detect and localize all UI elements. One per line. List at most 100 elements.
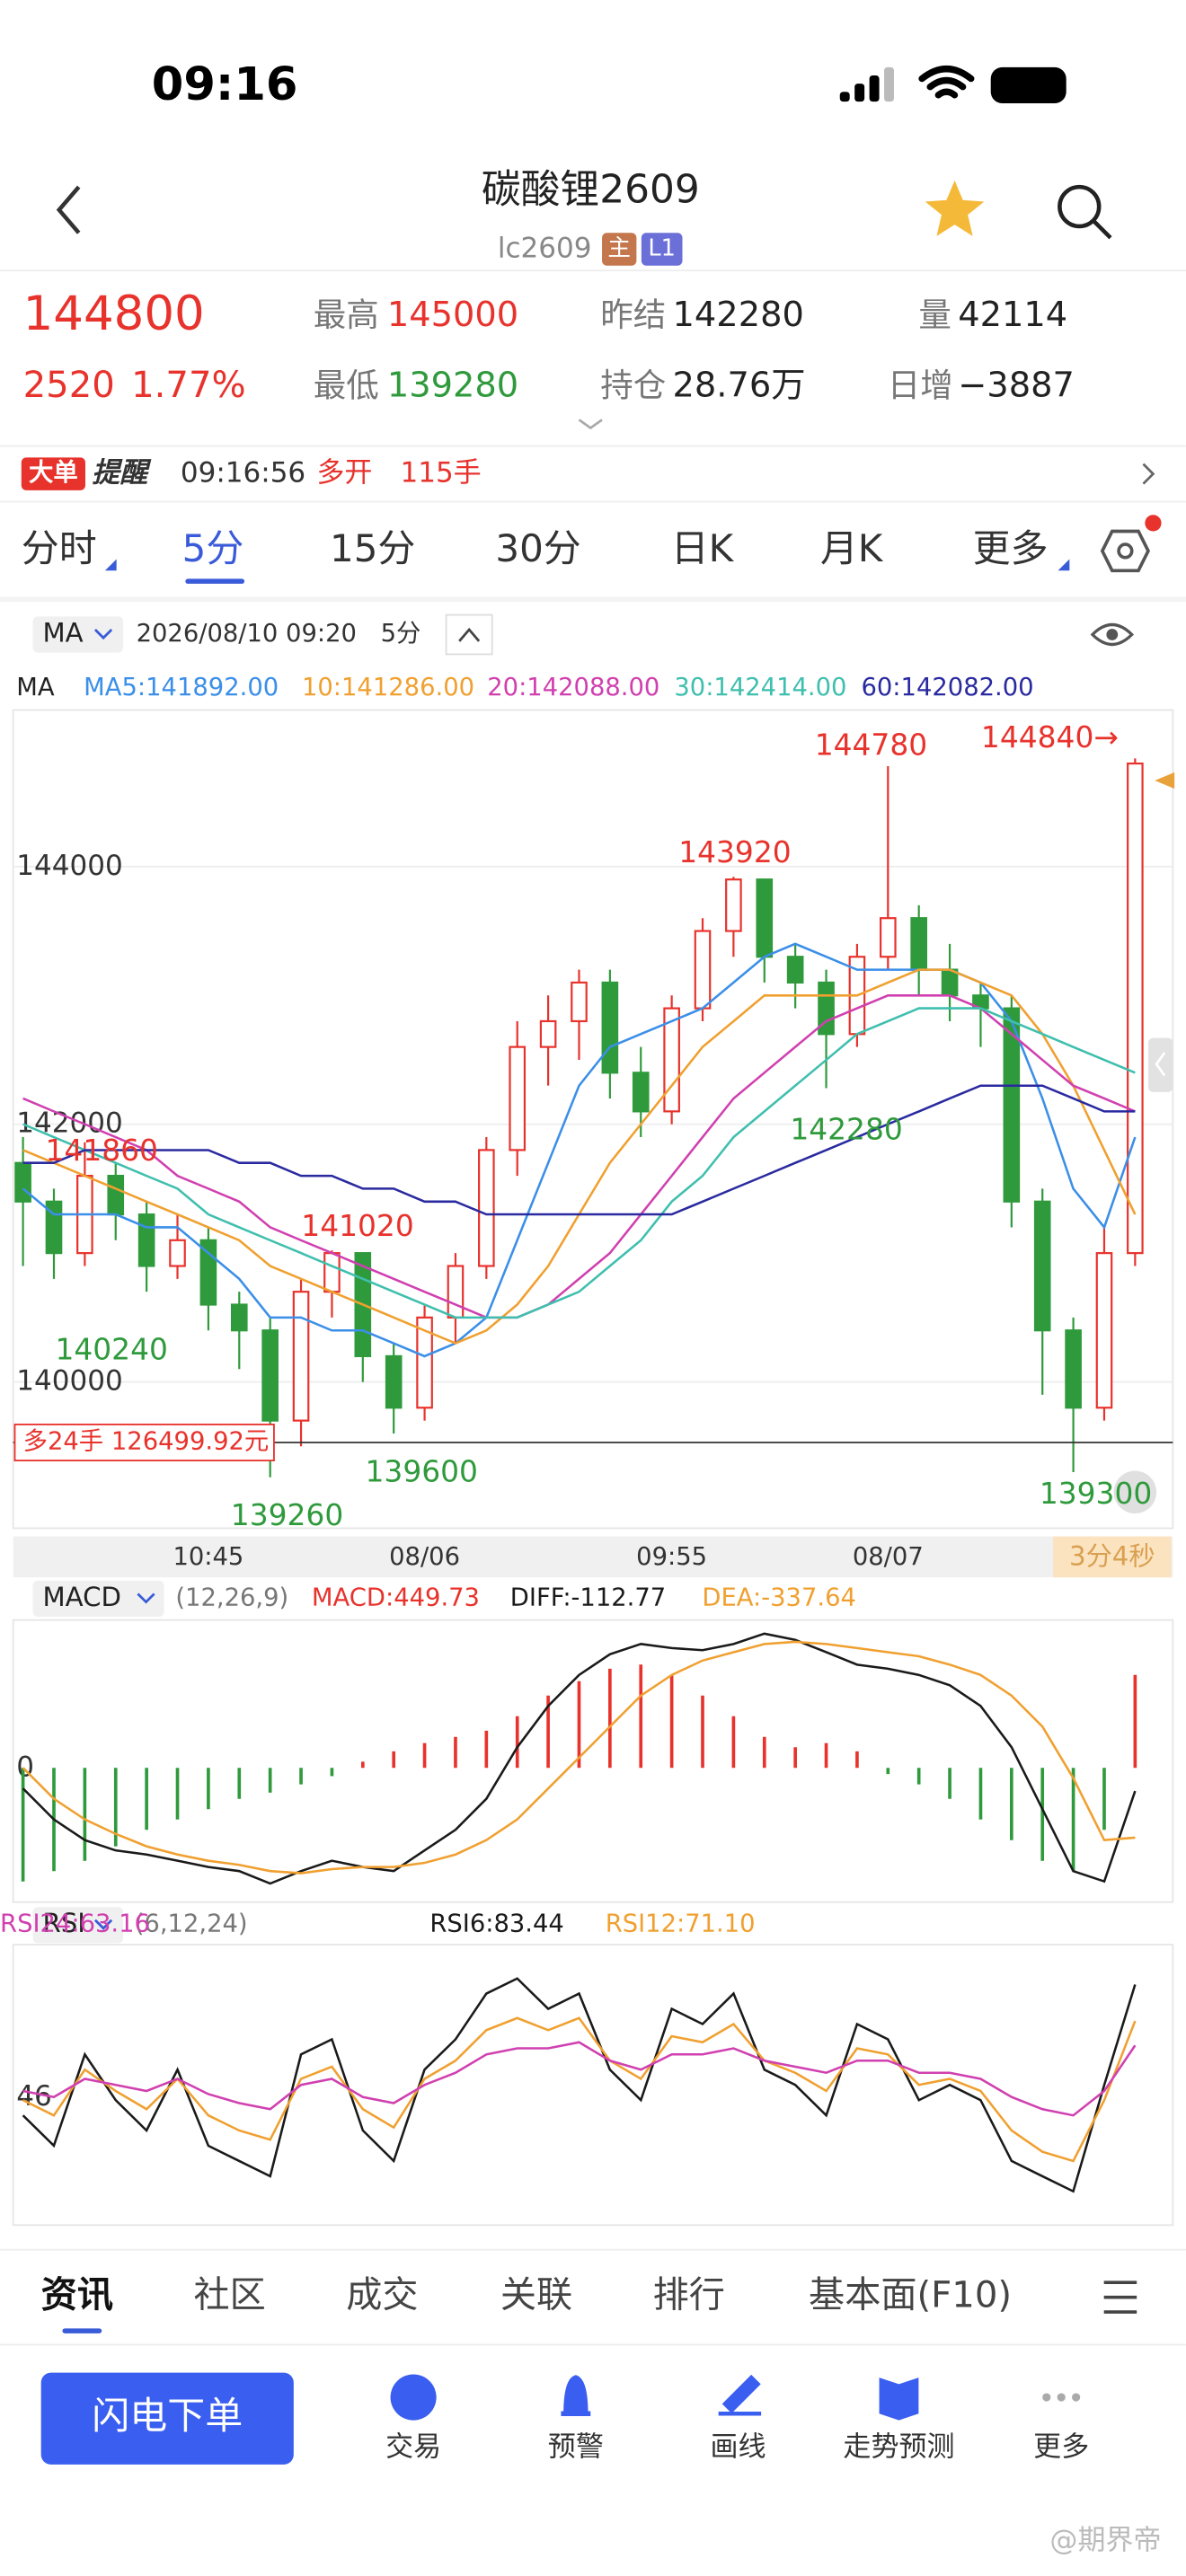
x-tick-label: 08/06 (389, 1543, 460, 1571)
field-value: 42114 (958, 295, 1067, 335)
favorite-star[interactable] (925, 180, 985, 236)
info-tab[interactable]: 排行 (653, 2275, 725, 2316)
indicator-select[interactable] (32, 1907, 123, 1944)
info-tab[interactable]: 基本面(F10) (809, 2275, 1012, 2316)
candle-body (478, 1149, 495, 1267)
candle-body (509, 1045, 527, 1151)
candle-body (910, 917, 927, 971)
divider (0, 596, 1186, 602)
alert-title: 提醒 (92, 457, 152, 490)
toolbar-label: 画线 (711, 2431, 766, 2464)
search-button[interactable] (1058, 184, 1112, 240)
period-tab[interactable]: 日K (671, 526, 735, 570)
candle-body (323, 1252, 341, 1293)
x-tick-label: 10:45 (173, 1543, 243, 1571)
select-chevron (137, 1592, 155, 1604)
back-button[interactable] (56, 185, 81, 234)
menu-button[interactable] (1103, 2280, 1137, 2314)
time-axis (13, 1536, 1173, 1578)
timer-bg (1053, 1536, 1172, 1578)
side-handle[interactable] (1147, 1037, 1173, 1092)
period-tab[interactable]: 分时 (22, 526, 97, 570)
position-label: 多24手 126499.92元 (23, 1427, 270, 1455)
candle-body (601, 981, 619, 1074)
more-icon[interactable] (1042, 2393, 1081, 2402)
field-label: 最低 (314, 366, 379, 404)
toolbar-label: 预警 (548, 2431, 604, 2464)
candle-body (941, 968, 959, 997)
reset-button[interactable] (1113, 1470, 1157, 1514)
indicator-line (22, 2016, 1137, 2163)
indicator-select[interactable] (32, 1580, 164, 1618)
period-tab-active[interactable]: 5分 (182, 526, 244, 570)
candle-body (694, 930, 712, 1010)
badge-bg (602, 233, 637, 266)
period-tab[interactable]: 更多 (973, 526, 1049, 570)
forecast-icon[interactable] (879, 2378, 919, 2421)
order-button-label: 闪电下单 (92, 2394, 243, 2438)
info-tab[interactable]: 成交 (346, 2275, 418, 2316)
visibility-button[interactable] (1090, 622, 1135, 647)
rsi-panel (12, 1944, 1174, 2227)
indicator-params: (6,12,24) (135, 1910, 248, 1938)
badge: L1 (648, 234, 676, 261)
candle-body (1033, 1200, 1051, 1332)
period-tab[interactable]: 30分 (495, 526, 580, 570)
candle-body (571, 981, 588, 1023)
expand-chevron[interactable] (578, 419, 603, 430)
candle-body (169, 1239, 186, 1267)
price-panel (12, 709, 1174, 1530)
indicator-line (22, 1640, 1136, 1875)
indicator-line (22, 1977, 1137, 2193)
indicator-line (22, 1007, 1136, 1319)
legend-entry: DIFF:-112.77 (510, 1584, 666, 1611)
alert-tag-bg (21, 457, 85, 490)
settings-button[interactable] (1100, 529, 1151, 573)
position-label-bg (13, 1424, 275, 1461)
legend-entry: MACD:449.73 (312, 1584, 480, 1611)
period-tab[interactable]: 月K (820, 526, 884, 570)
alert-more[interactable] (1142, 463, 1155, 485)
legend-entry: DEA:-337.64 (702, 1584, 856, 1611)
price-annotation: 141860 (46, 1133, 158, 1168)
indicator-name: RSI (43, 1908, 85, 1938)
info-tab[interactable]: 社区 (193, 2275, 265, 2316)
order-button[interactable] (40, 2372, 294, 2465)
indicator-name: MACD (43, 1582, 121, 1612)
tab-underline (185, 578, 245, 584)
candle-body (137, 1213, 155, 1267)
legend-entry: 10:141286.00 (302, 674, 474, 701)
legend-entry: RSI24:63.16 (0, 1910, 150, 1938)
cursor-period: 5分 (381, 620, 421, 648)
trade-icon[interactable] (390, 2374, 437, 2421)
draw-icon[interactable] (718, 2374, 762, 2416)
indicator-params: (12,26,9) (175, 1584, 288, 1611)
collapse-icon (458, 627, 481, 642)
period-tab[interactable]: 15分 (330, 526, 415, 570)
price-annotation: 144780 (815, 728, 927, 763)
toolbar-label: 更多 (1033, 2431, 1089, 2464)
contract-code: lc2609 (498, 232, 592, 264)
select-chevron (93, 629, 113, 640)
field-label: 昨结 (600, 296, 666, 334)
field-label: 持仓 (600, 366, 666, 404)
macd-panel (12, 1619, 1174, 1903)
candle-body (539, 1019, 557, 1048)
clock: 09:16 (152, 58, 298, 111)
toolbar-label: 走势预测 (843, 2431, 954, 2464)
info-tab[interactable]: 关联 (500, 2275, 572, 2316)
collapse-button[interactable] (445, 613, 493, 656)
indicator-line (22, 1632, 1137, 1885)
field-value: 145000 (387, 295, 518, 335)
candle-body (879, 917, 897, 958)
field-value: 139280 (387, 365, 518, 405)
notify-dot (1145, 515, 1162, 532)
alert-quantity: 115手 (400, 457, 481, 490)
indicator-select[interactable] (32, 616, 123, 653)
info-tab-active[interactable]: 资讯 (41, 2275, 113, 2316)
alert-icon[interactable] (561, 2375, 591, 2417)
settings-icon (1117, 543, 1134, 560)
